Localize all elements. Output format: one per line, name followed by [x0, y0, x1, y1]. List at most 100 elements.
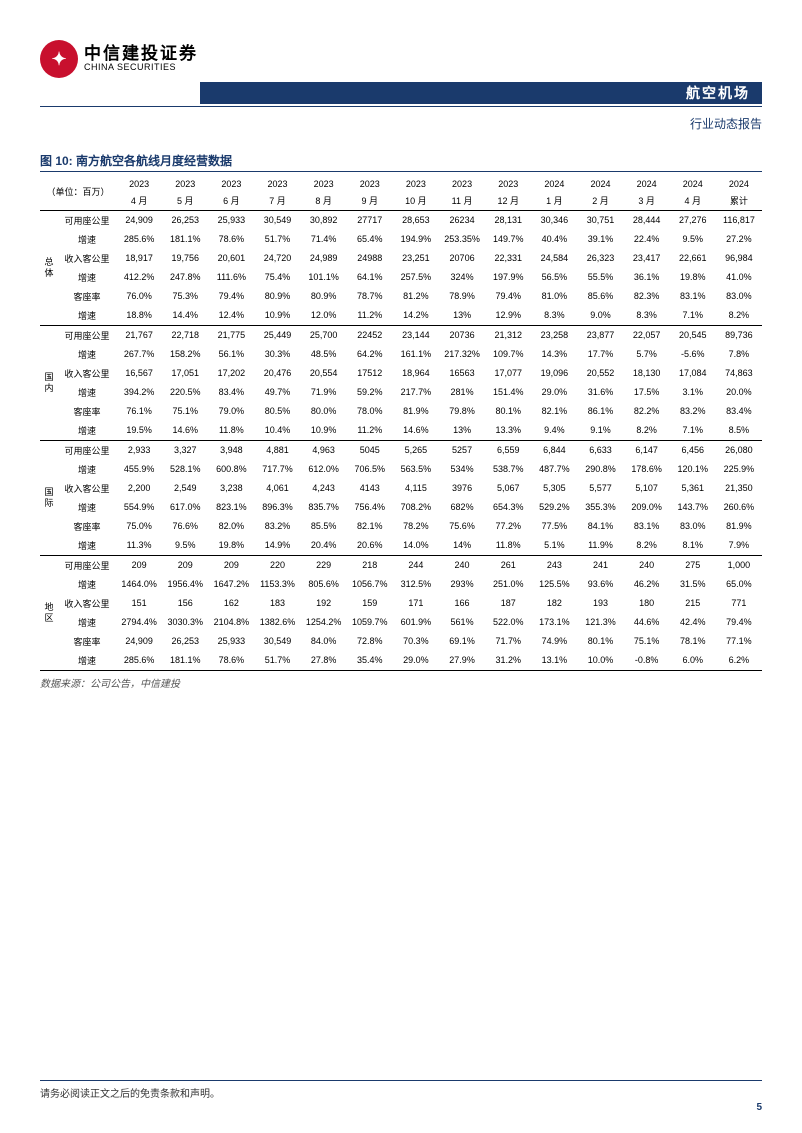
data-cell: 4,115 — [393, 479, 439, 498]
data-cell: 14.9% — [254, 536, 300, 556]
data-cell: 22,661 — [670, 249, 716, 268]
section-title: 航空机场 — [686, 83, 750, 103]
data-cell: 5,067 — [485, 479, 531, 498]
col-year: 2023 — [254, 176, 300, 193]
data-cell: 143.7% — [670, 498, 716, 517]
data-cell: 78.9% — [439, 287, 485, 306]
data-cell: 18,130 — [624, 364, 670, 383]
data-cell: 30.3% — [254, 345, 300, 364]
data-cell: 20.0% — [716, 383, 762, 402]
logo: ✦ 中信建投证券 CHINA SECURITIES — [40, 40, 198, 78]
data-cell: 3976 — [439, 479, 485, 498]
data-cell: 706.5% — [347, 460, 393, 479]
title-bar: 航空机场 — [40, 82, 762, 104]
data-cell: 26,253 — [162, 210, 208, 230]
data-cell: 20,554 — [301, 364, 347, 383]
data-cell: 75.6% — [439, 517, 485, 536]
data-cell: 240 — [439, 555, 485, 575]
data-cell: 26,253 — [162, 632, 208, 651]
data-cell: 30,346 — [531, 210, 577, 230]
data-cell: 24,584 — [531, 249, 577, 268]
data-cell: 10.9% — [254, 306, 300, 326]
data-cell: 51.7% — [254, 651, 300, 671]
data-cell: 4,243 — [301, 479, 347, 498]
table-row: 客座率76.1%75.1%79.0%80.5%80.0%78.0%81.9%79… — [40, 402, 762, 421]
table-row: 客座率24,90926,25325,93330,54984.0%72.8%70.… — [40, 632, 762, 651]
data-cell: 192 — [301, 594, 347, 613]
data-cell: 285.6% — [116, 651, 162, 671]
data-cell: 159 — [347, 594, 393, 613]
data-cell: 209 — [162, 555, 208, 575]
data-cell: 2,200 — [116, 479, 162, 498]
col-month: 6 月 — [208, 193, 254, 210]
data-cell: 178.6% — [624, 460, 670, 479]
col-month: 1 月 — [531, 193, 577, 210]
data-cell: 181.1% — [162, 651, 208, 671]
table-row: 国际可用座公里2,9333,3273,9484,8814,96350455,26… — [40, 440, 762, 460]
data-cell: 79.8% — [439, 402, 485, 421]
data-cell: -5.6% — [670, 345, 716, 364]
data-cell: 85.5% — [301, 517, 347, 536]
data-cell: 149.7% — [485, 230, 531, 249]
data-cell: 166 — [439, 594, 485, 613]
data-cell: 275 — [670, 555, 716, 575]
data-cell: 182 — [531, 594, 577, 613]
data-cell: 20.6% — [347, 536, 393, 556]
data-cell: 24,989 — [301, 249, 347, 268]
data-cell: 10.9% — [301, 421, 347, 441]
data-cell: 27,276 — [670, 210, 716, 230]
data-cell: 22,718 — [162, 325, 208, 345]
col-year: 2023 — [116, 176, 162, 193]
data-cell: 77.1% — [716, 632, 762, 651]
data-cell: 20736 — [439, 325, 485, 345]
col-year: 2023 — [301, 176, 347, 193]
data-cell: 617.0% — [162, 498, 208, 517]
col-year: 2023 — [162, 176, 208, 193]
data-cell: 28,131 — [485, 210, 531, 230]
metric-label: 可用座公里 — [58, 555, 116, 575]
data-cell: 83.1% — [670, 287, 716, 306]
table-head: （单位：百万）202320232023202320232023202320232… — [40, 176, 762, 210]
data-cell: 81.0% — [531, 287, 577, 306]
data-cell: 76.1% — [116, 402, 162, 421]
data-cell: 805.6% — [301, 575, 347, 594]
data-cell: 217.7% — [393, 383, 439, 402]
data-cell: 89,736 — [716, 325, 762, 345]
data-cell: 19,756 — [162, 249, 208, 268]
data-cell: 9.5% — [670, 230, 716, 249]
data-cell: 22,057 — [624, 325, 670, 345]
col-month: 4 月 — [116, 193, 162, 210]
data-cell: 3,948 — [208, 440, 254, 460]
data-cell: 25,933 — [208, 632, 254, 651]
data-cell: 1464.0% — [116, 575, 162, 594]
data-cell: 19.8% — [670, 268, 716, 287]
data-cell: 74.9% — [531, 632, 577, 651]
data-cell: 13.3% — [485, 421, 531, 441]
data-cell: 44.6% — [624, 613, 670, 632]
data-cell: 12.4% — [208, 306, 254, 326]
data-cell: 49.7% — [254, 383, 300, 402]
col-year: 2023 — [208, 176, 254, 193]
table-row: 地区可用座公里209209209220229218244240261243241… — [40, 555, 762, 575]
data-cell: 835.7% — [301, 498, 347, 517]
data-cell: 229 — [301, 555, 347, 575]
data-cell: 72.8% — [347, 632, 393, 651]
data-cell: 823.1% — [208, 498, 254, 517]
data-cell: 8.3% — [531, 306, 577, 326]
data-cell: 1153.3% — [254, 575, 300, 594]
data-cell: 5,265 — [393, 440, 439, 460]
data-cell: 17,051 — [162, 364, 208, 383]
data-cell: 6,456 — [670, 440, 716, 460]
data-cell: 11.8% — [485, 536, 531, 556]
data-cell: 84.0% — [301, 632, 347, 651]
data-cell: 121.3% — [577, 613, 623, 632]
data-cell: 21,312 — [485, 325, 531, 345]
data-cell: 78.1% — [670, 632, 716, 651]
data-cell: 17.7% — [577, 345, 623, 364]
data-cell: 83.4% — [208, 383, 254, 402]
data-cell: 1059.7% — [347, 613, 393, 632]
data-cell: 6,147 — [624, 440, 670, 460]
col-year: 2024 — [716, 176, 762, 193]
data-cell: 79.0% — [208, 402, 254, 421]
data-cell: 82.1% — [531, 402, 577, 421]
